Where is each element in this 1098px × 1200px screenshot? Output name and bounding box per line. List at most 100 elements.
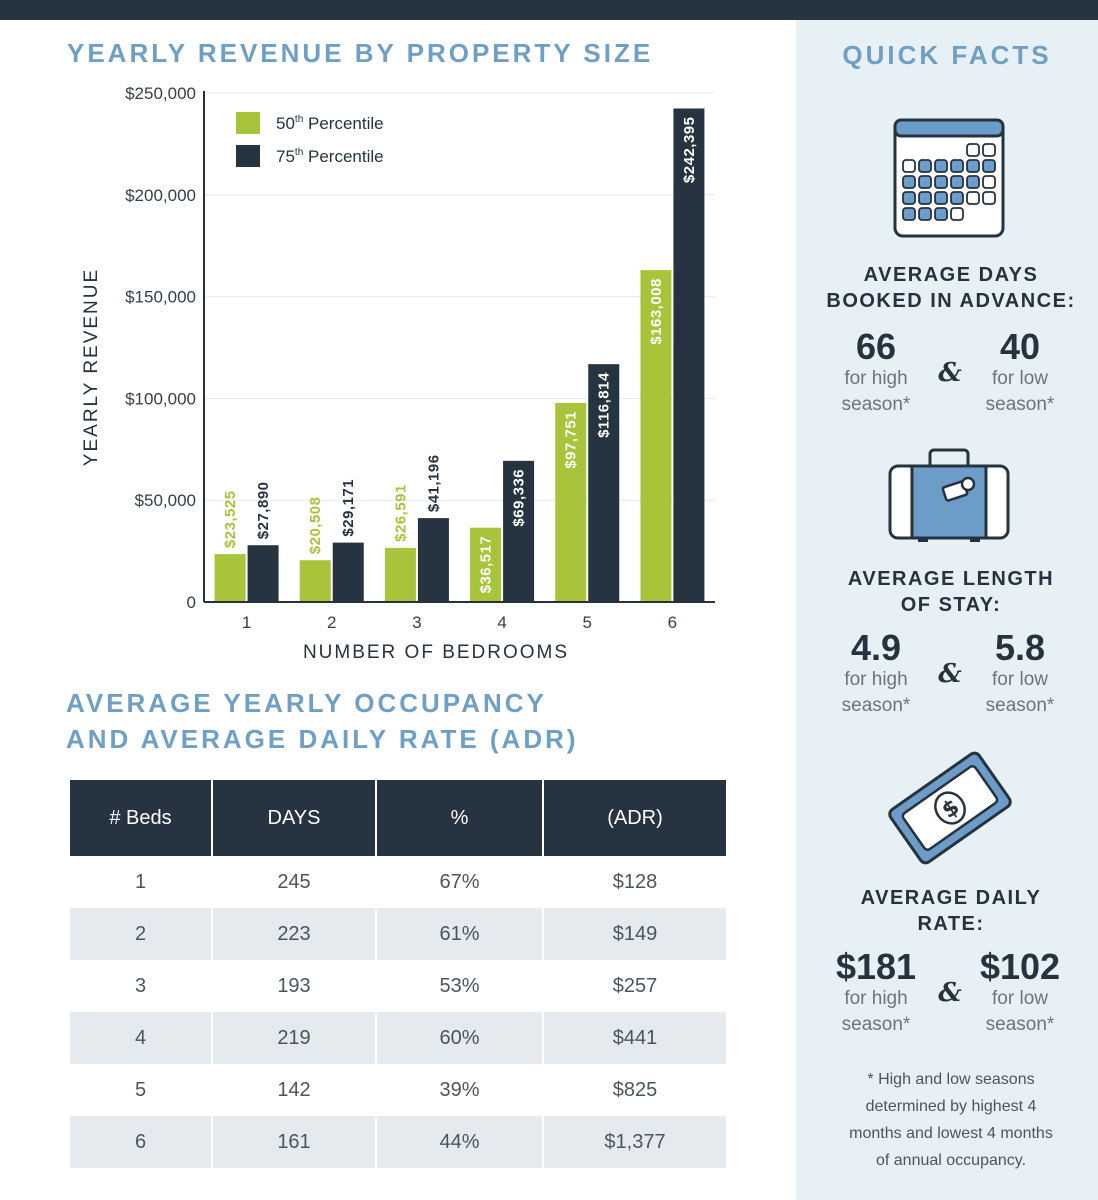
bar-75th-4 (503, 460, 535, 602)
x-tick-label: 5 (583, 613, 592, 632)
calendar-day-cell (918, 207, 932, 221)
fact-rate-heading-line2: RATE: (917, 913, 985, 935)
bar-value-label: $36,517 (478, 536, 495, 594)
fact-stay-high-label-2: season* (841, 695, 911, 716)
cell-beds: 2 (70, 908, 213, 960)
calendar-day-cell (950, 191, 964, 205)
table-row: 2 223 61% $149 (70, 908, 726, 960)
bar-50th-2 (299, 560, 331, 602)
cell-adr: $257 (612, 974, 658, 997)
calendar-day-cell (902, 159, 916, 173)
chart-bars: $23,525 $27,890 $20,508 $29,171 $26,591 $41,1… (214, 108, 705, 603)
cell-beds: 3 (70, 960, 213, 1012)
bar-value-label: $26,591 (392, 484, 409, 542)
cell-percent: 67% (377, 856, 544, 908)
calendar-day-cell (950, 159, 964, 173)
cell-percent: 44% (377, 1116, 544, 1168)
chart-legend: 50th Percentile 75th Percentile (236, 112, 384, 167)
cell-days: 193 (213, 960, 377, 1012)
fact-rate-ampersand: & (938, 978, 962, 1008)
legend-swatch-75th (236, 145, 260, 167)
bar-50th-1 (214, 554, 246, 602)
cell-days: 219 (213, 1012, 377, 1064)
footnote-line3: months and lowest 4 months (849, 1125, 1053, 1142)
fact-days-low-label-1: for low (992, 368, 1048, 389)
cell-beds: 6 (70, 1116, 213, 1168)
x-axis-title: NUMBER OF BEDROOMS (303, 642, 569, 663)
calendar-day-cell (982, 143, 996, 157)
bar-value-label: $116,814 (596, 372, 613, 438)
suitcase-icon (888, 448, 1010, 542)
fact-days-high-value: 66 (855, 326, 897, 367)
table-header-row: # Beds DAYS % (ADR) (70, 780, 726, 856)
table-row: 5 142 39% $825 (70, 1064, 726, 1116)
header-days: DAYS (213, 780, 377, 856)
y-tick-label: 0 (187, 593, 196, 612)
bar-50th-5 (555, 402, 587, 602)
cell-adr: $441 (544, 1012, 726, 1064)
fact-stay-high-label-1: for high (844, 669, 908, 690)
x-tick-label: 3 (412, 613, 421, 632)
header-percent: % (377, 780, 544, 856)
x-tick-label: 1 (242, 613, 251, 632)
y-axis-ticks: 0 $50,000 $100,000 $150,000 $200,000 $250,000 (125, 84, 196, 612)
fact-rate-low-value: $102 (979, 946, 1061, 987)
calendar-day-cell (934, 175, 948, 189)
chart-grid (204, 92, 715, 501)
fact-rate-high-value: $181 (835, 946, 917, 987)
fact-rate-low-label-1: for low (992, 988, 1048, 1009)
fact-rate-high-label-2: season* (841, 1014, 911, 1035)
cell-adr: $128 (612, 870, 658, 893)
calendar-day-cell (982, 159, 996, 173)
occupancy-section-title-line2: AND AVERAGE DAILY RATE (ADR) (66, 724, 579, 754)
calendar-day-cell (934, 207, 948, 221)
calendar-day-cell (918, 175, 932, 189)
cell-percent: 60% (377, 1012, 544, 1064)
fact-stay-low-value: 5.8 (994, 627, 1046, 668)
revenue-bar-chart: 0 $50,000 $100,000 $150,000 $200,000 $250,000… (81, 84, 715, 663)
calendar-day-cell (966, 191, 980, 205)
y-tick-label: $250,000 (125, 84, 196, 103)
calendar-day-cell (950, 175, 964, 189)
fact-days-heading-line1: AVERAGE DAYS (863, 264, 1039, 286)
cell-adr: $149 (544, 908, 726, 960)
cell-days: 142 (213, 1064, 377, 1116)
header-adr: (ADR) (544, 780, 726, 856)
calendar-icon (893, 118, 1005, 238)
fact-stay-heading-line1: AVERAGE LENGTH (847, 568, 1055, 590)
x-tick-label: 6 (668, 613, 677, 632)
cell-adr: $1,377 (544, 1116, 726, 1168)
table-row: 1 245 67% $128 (70, 856, 726, 908)
bar-value-label: $29,171 (340, 479, 357, 537)
table-row: 6 161 44% $1,377 (70, 1116, 726, 1168)
revenue-section-title: YEARLY REVENUE BY PROPERTY SIZE (67, 38, 654, 68)
calendar-day-cell (918, 159, 932, 173)
money-icon: $ (888, 751, 1012, 865)
calendar-day-cell (966, 143, 980, 157)
fact-days-high-label-2: season* (841, 394, 911, 415)
bar-value-label: $20,508 (307, 497, 324, 555)
x-tick-label: 2 (327, 613, 336, 632)
fact-rate-heading-line1: AVERAGE DAILY (860, 887, 1042, 909)
fact-rate-high-label-1: for high (844, 988, 908, 1009)
bar-50th-4 (470, 527, 502, 602)
fact-days-heading-line2: BOOKED IN ADVANCE: (826, 290, 1076, 312)
footnote-line1: * High and low seasons (867, 1071, 1035, 1088)
bar-value-label: $97,751 (563, 411, 580, 469)
calendar-day-cell (982, 175, 996, 189)
bar-75th-3 (417, 518, 449, 602)
fact-rate-low-label-2: season* (985, 1014, 1055, 1035)
calendar-day-cell (902, 207, 916, 221)
table-row: 4 219 60% $441 (70, 1012, 726, 1064)
cell-beds: 1 (70, 856, 213, 908)
fact-days-low-value: 40 (999, 326, 1041, 367)
y-tick-label: $50,000 (135, 491, 196, 510)
footnote-line4: of annual occupancy. (875, 1152, 1027, 1169)
fact-stay-ampersand: & (938, 659, 962, 689)
table-row: 3 193 53% $257 (70, 960, 726, 1012)
header-beds: # Beds (70, 780, 213, 856)
fact-stay-heading-line2: OF STAY: (900, 594, 1002, 616)
bar-75th-1 (247, 545, 279, 602)
bar-value-label: $27,890 (255, 481, 272, 539)
x-axis-ticks: 1 2 3 4 5 6 (242, 613, 677, 632)
